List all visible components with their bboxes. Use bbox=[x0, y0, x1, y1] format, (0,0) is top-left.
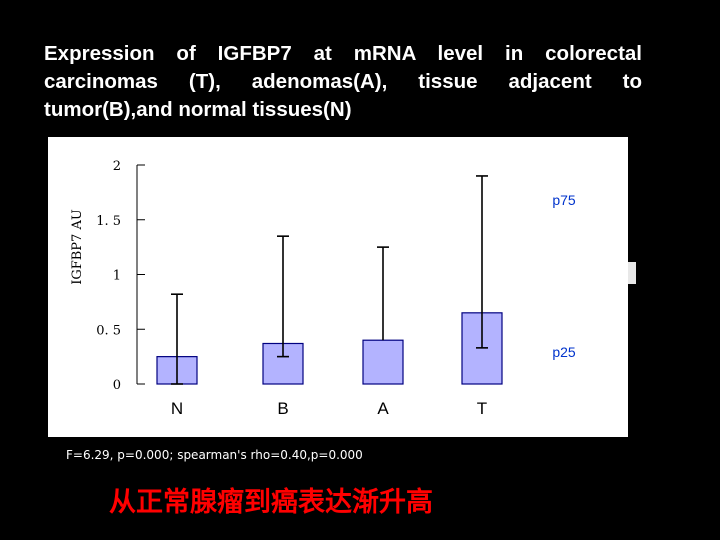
chinese-caption: 从正常腺瘤到癌表达渐升高 bbox=[109, 487, 433, 518]
y-tick-label: 1 bbox=[113, 269, 121, 284]
y-tick-label: 1. 5 bbox=[96, 214, 121, 229]
x-tick-label-A: A bbox=[377, 399, 389, 418]
x-tick-label-T: T bbox=[477, 399, 487, 418]
slide-title: Expression of IGFBP7 at mRNA level in co… bbox=[44, 42, 642, 121]
annotation-p25: p25 bbox=[552, 344, 576, 360]
y-tick-label: 2 bbox=[113, 159, 121, 174]
y-tick-label: 0 bbox=[113, 378, 121, 393]
edge-marker bbox=[628, 262, 636, 284]
x-tick-label-B: B bbox=[277, 399, 288, 418]
annotation-p75: p75 bbox=[552, 192, 576, 208]
y-axis-label: IGFBP7 AU bbox=[70, 209, 85, 285]
x-tick-label-N: N bbox=[171, 399, 183, 418]
statistics-note: F=6.29, p=0.000; spearman's rho=0.40,p=0… bbox=[66, 448, 363, 462]
bar-A bbox=[362, 339, 404, 385]
y-tick-label: 0. 5 bbox=[96, 323, 121, 338]
